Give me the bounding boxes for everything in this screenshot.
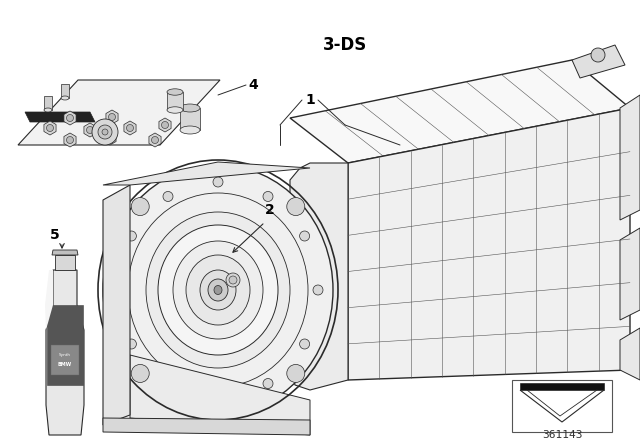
Polygon shape	[84, 123, 96, 137]
Circle shape	[126, 231, 136, 241]
Ellipse shape	[167, 89, 183, 95]
Polygon shape	[124, 121, 136, 135]
Ellipse shape	[287, 198, 305, 215]
Circle shape	[106, 134, 113, 142]
Polygon shape	[572, 45, 625, 78]
Circle shape	[102, 129, 108, 135]
Polygon shape	[44, 121, 56, 135]
Ellipse shape	[214, 285, 222, 294]
Circle shape	[47, 125, 54, 132]
Polygon shape	[25, 112, 95, 122]
Circle shape	[226, 273, 240, 287]
Circle shape	[313, 285, 323, 295]
Ellipse shape	[61, 96, 69, 100]
Ellipse shape	[146, 212, 290, 368]
Polygon shape	[167, 92, 183, 110]
Polygon shape	[61, 84, 69, 98]
Ellipse shape	[167, 107, 183, 113]
Ellipse shape	[131, 198, 149, 215]
Circle shape	[163, 191, 173, 202]
Circle shape	[213, 177, 223, 187]
Polygon shape	[149, 133, 161, 147]
Polygon shape	[290, 163, 348, 390]
Polygon shape	[620, 328, 640, 380]
Circle shape	[213, 393, 223, 403]
Ellipse shape	[200, 270, 236, 310]
Circle shape	[126, 339, 136, 349]
Ellipse shape	[180, 104, 200, 112]
Polygon shape	[103, 162, 310, 185]
Polygon shape	[51, 345, 79, 375]
Polygon shape	[55, 255, 75, 270]
Circle shape	[127, 125, 134, 132]
Polygon shape	[180, 108, 200, 130]
Text: Synth: Synth	[59, 353, 71, 357]
Text: 5: 5	[50, 228, 60, 242]
Text: 361143: 361143	[541, 430, 582, 440]
Polygon shape	[620, 228, 640, 320]
Polygon shape	[64, 133, 76, 147]
Circle shape	[591, 48, 605, 62]
Ellipse shape	[180, 126, 200, 134]
Circle shape	[229, 276, 237, 284]
Polygon shape	[159, 118, 171, 132]
Ellipse shape	[287, 364, 305, 383]
Polygon shape	[620, 95, 640, 220]
Polygon shape	[104, 131, 116, 145]
Bar	[512, 380, 612, 432]
Polygon shape	[18, 80, 220, 145]
Ellipse shape	[173, 241, 263, 339]
Ellipse shape	[131, 364, 149, 383]
Ellipse shape	[158, 225, 278, 355]
Circle shape	[98, 125, 112, 139]
Ellipse shape	[103, 165, 333, 415]
Polygon shape	[130, 355, 310, 435]
Circle shape	[86, 126, 93, 134]
Polygon shape	[52, 250, 78, 255]
Polygon shape	[64, 111, 76, 125]
Circle shape	[109, 113, 115, 121]
Polygon shape	[106, 110, 118, 124]
Circle shape	[67, 137, 74, 143]
Polygon shape	[103, 418, 310, 435]
Polygon shape	[47, 305, 83, 385]
Text: BMW: BMW	[58, 362, 72, 367]
Polygon shape	[103, 185, 130, 425]
Circle shape	[92, 119, 118, 145]
Circle shape	[300, 231, 310, 241]
Polygon shape	[45, 270, 53, 330]
Ellipse shape	[208, 279, 228, 301]
Text: 4: 4	[248, 78, 258, 92]
Circle shape	[300, 339, 310, 349]
Text: 1: 1	[305, 93, 315, 107]
Polygon shape	[348, 108, 630, 380]
Ellipse shape	[186, 255, 250, 325]
Text: 3-DS: 3-DS	[323, 36, 367, 54]
Circle shape	[163, 379, 173, 388]
Text: 2: 2	[265, 203, 275, 217]
Polygon shape	[520, 383, 604, 390]
Circle shape	[67, 115, 74, 121]
Polygon shape	[46, 270, 84, 435]
Circle shape	[263, 379, 273, 388]
Circle shape	[152, 137, 159, 143]
Circle shape	[161, 121, 168, 129]
Ellipse shape	[44, 108, 52, 112]
Circle shape	[113, 285, 123, 295]
Circle shape	[263, 191, 273, 202]
Polygon shape	[290, 60, 630, 163]
Polygon shape	[44, 96, 52, 110]
